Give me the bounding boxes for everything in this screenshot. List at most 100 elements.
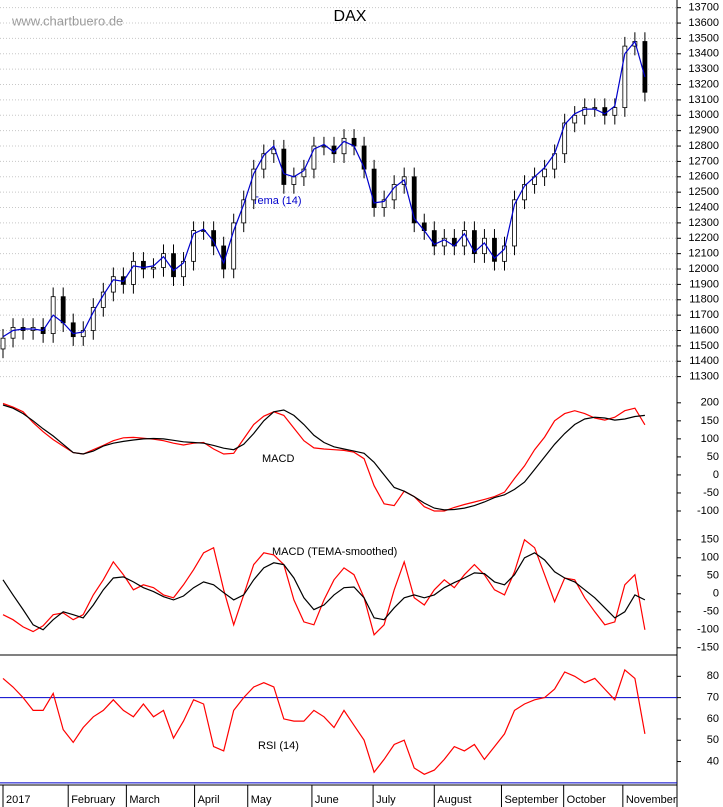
candle-body: [311, 145, 317, 170]
candle-body: [231, 222, 237, 270]
y-tick-label: 12300: [688, 217, 719, 229]
candle-body: [100, 291, 106, 308]
candle-body: [90, 307, 96, 331]
y-tick-label: 70: [707, 692, 719, 704]
x-tick-label: May: [251, 794, 272, 806]
y-tick-label: -50: [703, 487, 719, 499]
candle-body: [130, 260, 136, 285]
y-tick-label: 12900: [688, 125, 719, 137]
y-tick-label: 11400: [689, 355, 719, 367]
line-series: [2, 40, 646, 338]
y-tick-label: 13100: [688, 94, 719, 106]
line-series: [2, 402, 646, 512]
x-tick-label: June: [315, 794, 339, 806]
candle-body: [602, 107, 608, 116]
y-tick-label: 11600: [689, 324, 719, 336]
y-tick-label: 12700: [688, 155, 719, 167]
y-tick-label: 40: [707, 755, 719, 767]
candle-body: [70, 322, 76, 338]
x-tick-label: 2017: [6, 794, 30, 806]
line-series: [2, 538, 646, 636]
y-tick-label: 150: [701, 534, 719, 546]
y-tick-label: -150: [697, 642, 719, 654]
candle-body: [381, 199, 387, 208]
candle-body: [151, 267, 156, 270]
panel-title: MACD (TEMA-smoothed): [272, 546, 397, 558]
y-tick-label: 100: [701, 552, 719, 564]
candle-body: [441, 237, 447, 247]
legend-label: Tema (14): [252, 195, 302, 207]
candle-body: [391, 184, 397, 201]
y-tick-label: 50: [707, 734, 719, 746]
candle-body: [261, 153, 267, 170]
candle-body: [141, 260, 146, 270]
candle-body: [10, 327, 16, 339]
y-tick-label: 11800: [689, 294, 719, 306]
y-tick-label: 11300: [689, 371, 719, 383]
y-tick-label: 11700: [689, 309, 719, 321]
y-tick-label: 0: [713, 588, 719, 600]
y-tick-label: 13500: [688, 32, 719, 44]
candle-body: [512, 199, 517, 247]
y-tick-label: -100: [697, 505, 719, 517]
y-tick-label: 13400: [688, 48, 719, 60]
y-tick-label: 13700: [688, 2, 719, 14]
x-tick-label: February: [71, 794, 116, 806]
x-tick-label: April: [198, 794, 220, 806]
candle-body: [301, 168, 307, 178]
watermark: www.chartbuero.de: [11, 13, 123, 28]
candle-body: [80, 330, 86, 338]
y-tick-label: 13000: [688, 109, 719, 121]
x-tick-label: September: [504, 794, 558, 806]
x-tick-label: March: [129, 794, 160, 806]
y-tick-label: 13600: [688, 17, 719, 29]
x-tick-label: October: [567, 794, 606, 806]
x-tick-label: July: [376, 794, 396, 806]
y-tick-label: 11900: [689, 278, 719, 290]
candle-body: [171, 253, 176, 278]
line-series: [2, 404, 645, 511]
x-tick-label: November: [626, 794, 677, 806]
candle-body: [642, 41, 648, 93]
y-tick-label: 12600: [688, 171, 719, 183]
y-tick-label: 11500: [689, 340, 719, 352]
panel-title: RSI (14): [258, 740, 299, 752]
y-tick-label: 0: [713, 469, 719, 481]
candle-body: [582, 107, 588, 116]
y-tick-label: -50: [703, 606, 719, 618]
y-tick-label: 50: [707, 570, 719, 582]
line-series: [2, 552, 646, 631]
candle-body: [542, 168, 548, 178]
y-tick-label: 12200: [688, 232, 719, 244]
candle-body: [612, 107, 618, 116]
y-tick-label: 12000: [688, 263, 719, 275]
panel-title: MACD: [262, 453, 294, 465]
candle-body: [241, 199, 247, 224]
candle-body: [251, 168, 257, 201]
y-tick-label: 60: [707, 713, 719, 725]
y-tick-label: 100: [701, 433, 719, 445]
y-tick-label: 150: [701, 415, 719, 427]
candle-body: [522, 184, 527, 201]
y-tick-label: -100: [697, 624, 719, 636]
x-tick-label: August: [437, 794, 471, 806]
candle-body: [0, 337, 6, 350]
y-tick-label: 13200: [688, 78, 719, 90]
candle-body: [161, 253, 166, 268]
y-tick-label: 12400: [688, 201, 719, 213]
y-tick-label: 80: [707, 670, 719, 682]
chart-title: DAX: [334, 8, 367, 25]
y-tick-label: 200: [701, 397, 719, 409]
line-series: [2, 668, 646, 775]
y-tick-label: 12100: [688, 248, 719, 260]
candle-body: [60, 296, 66, 324]
candle-body: [622, 45, 628, 109]
candle-body: [341, 137, 347, 155]
candle-body: [291, 176, 297, 185]
candle-body: [110, 276, 116, 293]
candle-body: [411, 176, 417, 224]
candle-body: [502, 245, 507, 262]
y-tick-label: 13300: [688, 63, 719, 75]
candle-body: [472, 230, 477, 255]
